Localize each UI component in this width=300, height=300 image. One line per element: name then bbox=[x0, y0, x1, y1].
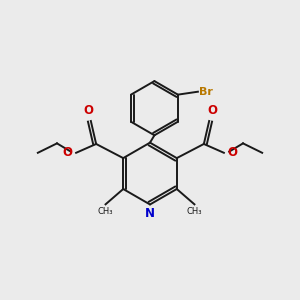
Text: N: N bbox=[145, 207, 155, 220]
Text: O: O bbox=[227, 146, 237, 159]
Text: CH₃: CH₃ bbox=[98, 207, 113, 216]
Text: O: O bbox=[207, 104, 217, 117]
Text: O: O bbox=[83, 104, 93, 117]
Text: CH₃: CH₃ bbox=[187, 207, 202, 216]
Text: Br: Br bbox=[199, 87, 213, 97]
Text: O: O bbox=[63, 146, 73, 159]
